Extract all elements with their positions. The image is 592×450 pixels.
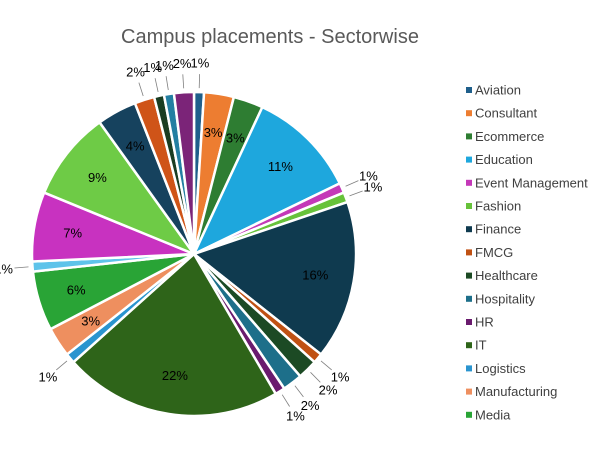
legend-swatch <box>466 179 472 186</box>
data-labels: 1%3%3%11%1%1%16%1%2%2%1%22%1%3%6%1%7%9%4… <box>0 56 383 424</box>
legend-swatch <box>466 365 472 372</box>
leader-line <box>345 180 359 187</box>
legend-swatch <box>466 411 472 418</box>
data-label: 7% <box>63 226 82 241</box>
data-label: 4% <box>126 138 145 153</box>
legend-item-manufacturing: Manufacturing <box>466 384 557 399</box>
data-label: 1% <box>39 370 58 385</box>
pie-slice-unlabeled-17 <box>42 121 196 256</box>
pie-slice-it <box>72 252 277 418</box>
legend-item-event-management: Event Management <box>466 175 588 190</box>
legend-label: Consultant <box>475 106 538 121</box>
legend-item-fashion: Fashion <box>466 199 521 214</box>
pie-slice-education <box>192 105 342 256</box>
legend-swatch <box>466 133 472 140</box>
leader-line <box>310 372 321 383</box>
legend-item-consultant: Consultant <box>466 106 538 121</box>
data-label: 9% <box>88 170 107 185</box>
legend-swatch <box>466 203 472 209</box>
legend-swatch <box>466 319 472 325</box>
data-label: 1% <box>359 169 378 184</box>
legend-swatch <box>466 388 472 395</box>
data-label: 3% <box>226 131 245 146</box>
data-label: 2% <box>126 65 145 80</box>
leader-line <box>138 82 144 97</box>
legend-item-hospitality: Hospitality <box>466 291 535 306</box>
pie-slice-finance <box>192 200 358 356</box>
data-label: 1% <box>331 370 350 385</box>
data-label: 16% <box>302 268 328 283</box>
legend-label: Healthcare <box>475 268 538 283</box>
data-label: 1% <box>0 261 13 276</box>
legend-swatch <box>466 87 472 93</box>
legend-swatch <box>466 156 472 163</box>
legend-swatch <box>466 110 472 117</box>
leader-line <box>56 360 68 371</box>
legend-label: IT <box>475 338 487 353</box>
leader-line <box>349 190 363 197</box>
legend-item-media: Media <box>466 407 511 422</box>
legend-swatch <box>466 226 472 233</box>
pie-slices <box>30 90 358 418</box>
legend-item-finance: Finance <box>466 222 521 237</box>
data-label: 2% <box>173 56 192 71</box>
legend-label: Education <box>475 152 533 167</box>
legend-label: Media <box>475 407 511 422</box>
leader-line <box>14 266 29 269</box>
legend-item-logistics: Logistics <box>466 361 526 376</box>
data-label: 11% <box>268 159 293 174</box>
legend-label: Event Management <box>475 175 588 190</box>
leader-line <box>154 78 159 92</box>
legend-item-education: Education <box>466 152 533 167</box>
legend-item-fmcg: FMCG <box>466 245 513 260</box>
leader-line <box>281 394 290 407</box>
data-label: 1% <box>364 180 383 195</box>
legend-label: Finance <box>475 222 521 237</box>
leader-line <box>294 385 304 398</box>
legend-swatch <box>466 295 472 302</box>
legend: Aviation Consultant Ecommerce Education Even… <box>466 83 588 422</box>
data-label: 6% <box>67 282 86 297</box>
legend-label: Hospitality <box>475 291 535 306</box>
legend-label: Aviation <box>475 83 521 98</box>
data-label: 1% <box>286 408 305 423</box>
legend-label: FMCG <box>475 245 513 260</box>
legend-item-hr: HR <box>466 315 494 330</box>
leader-line <box>182 74 185 89</box>
legend-item-ecommerce: Ecommerce <box>466 129 544 144</box>
legend-swatch <box>466 342 472 349</box>
legend-swatch <box>466 272 472 279</box>
data-label: 1% <box>191 56 210 71</box>
legend-item-aviation: Aviation <box>466 83 521 98</box>
chart-title: Campus placements - Sectorwise <box>121 26 419 48</box>
legend-item-healthcare: Healthcare <box>466 268 538 283</box>
legend-swatch <box>466 249 472 256</box>
legend-item-it: IT <box>466 338 487 353</box>
label-leader-lines <box>14 74 363 407</box>
leader-line <box>165 76 169 91</box>
leader-line <box>320 360 332 371</box>
legend-label: Manufacturing <box>475 384 557 399</box>
pie-slice-unlabeled-22 <box>172 90 196 256</box>
data-label: 3% <box>204 125 223 140</box>
legend-label: Fashion <box>475 199 521 214</box>
data-label: 1% <box>155 58 174 73</box>
legend-label: Logistics <box>475 361 526 376</box>
data-label: 3% <box>81 314 100 329</box>
data-label: 22% <box>162 368 188 383</box>
data-label: 2% <box>319 383 338 398</box>
legend-label: Ecommerce <box>475 129 544 144</box>
legend-label: HR <box>475 315 494 330</box>
data-label: 1% <box>143 60 162 75</box>
data-label: 2% <box>301 398 320 413</box>
